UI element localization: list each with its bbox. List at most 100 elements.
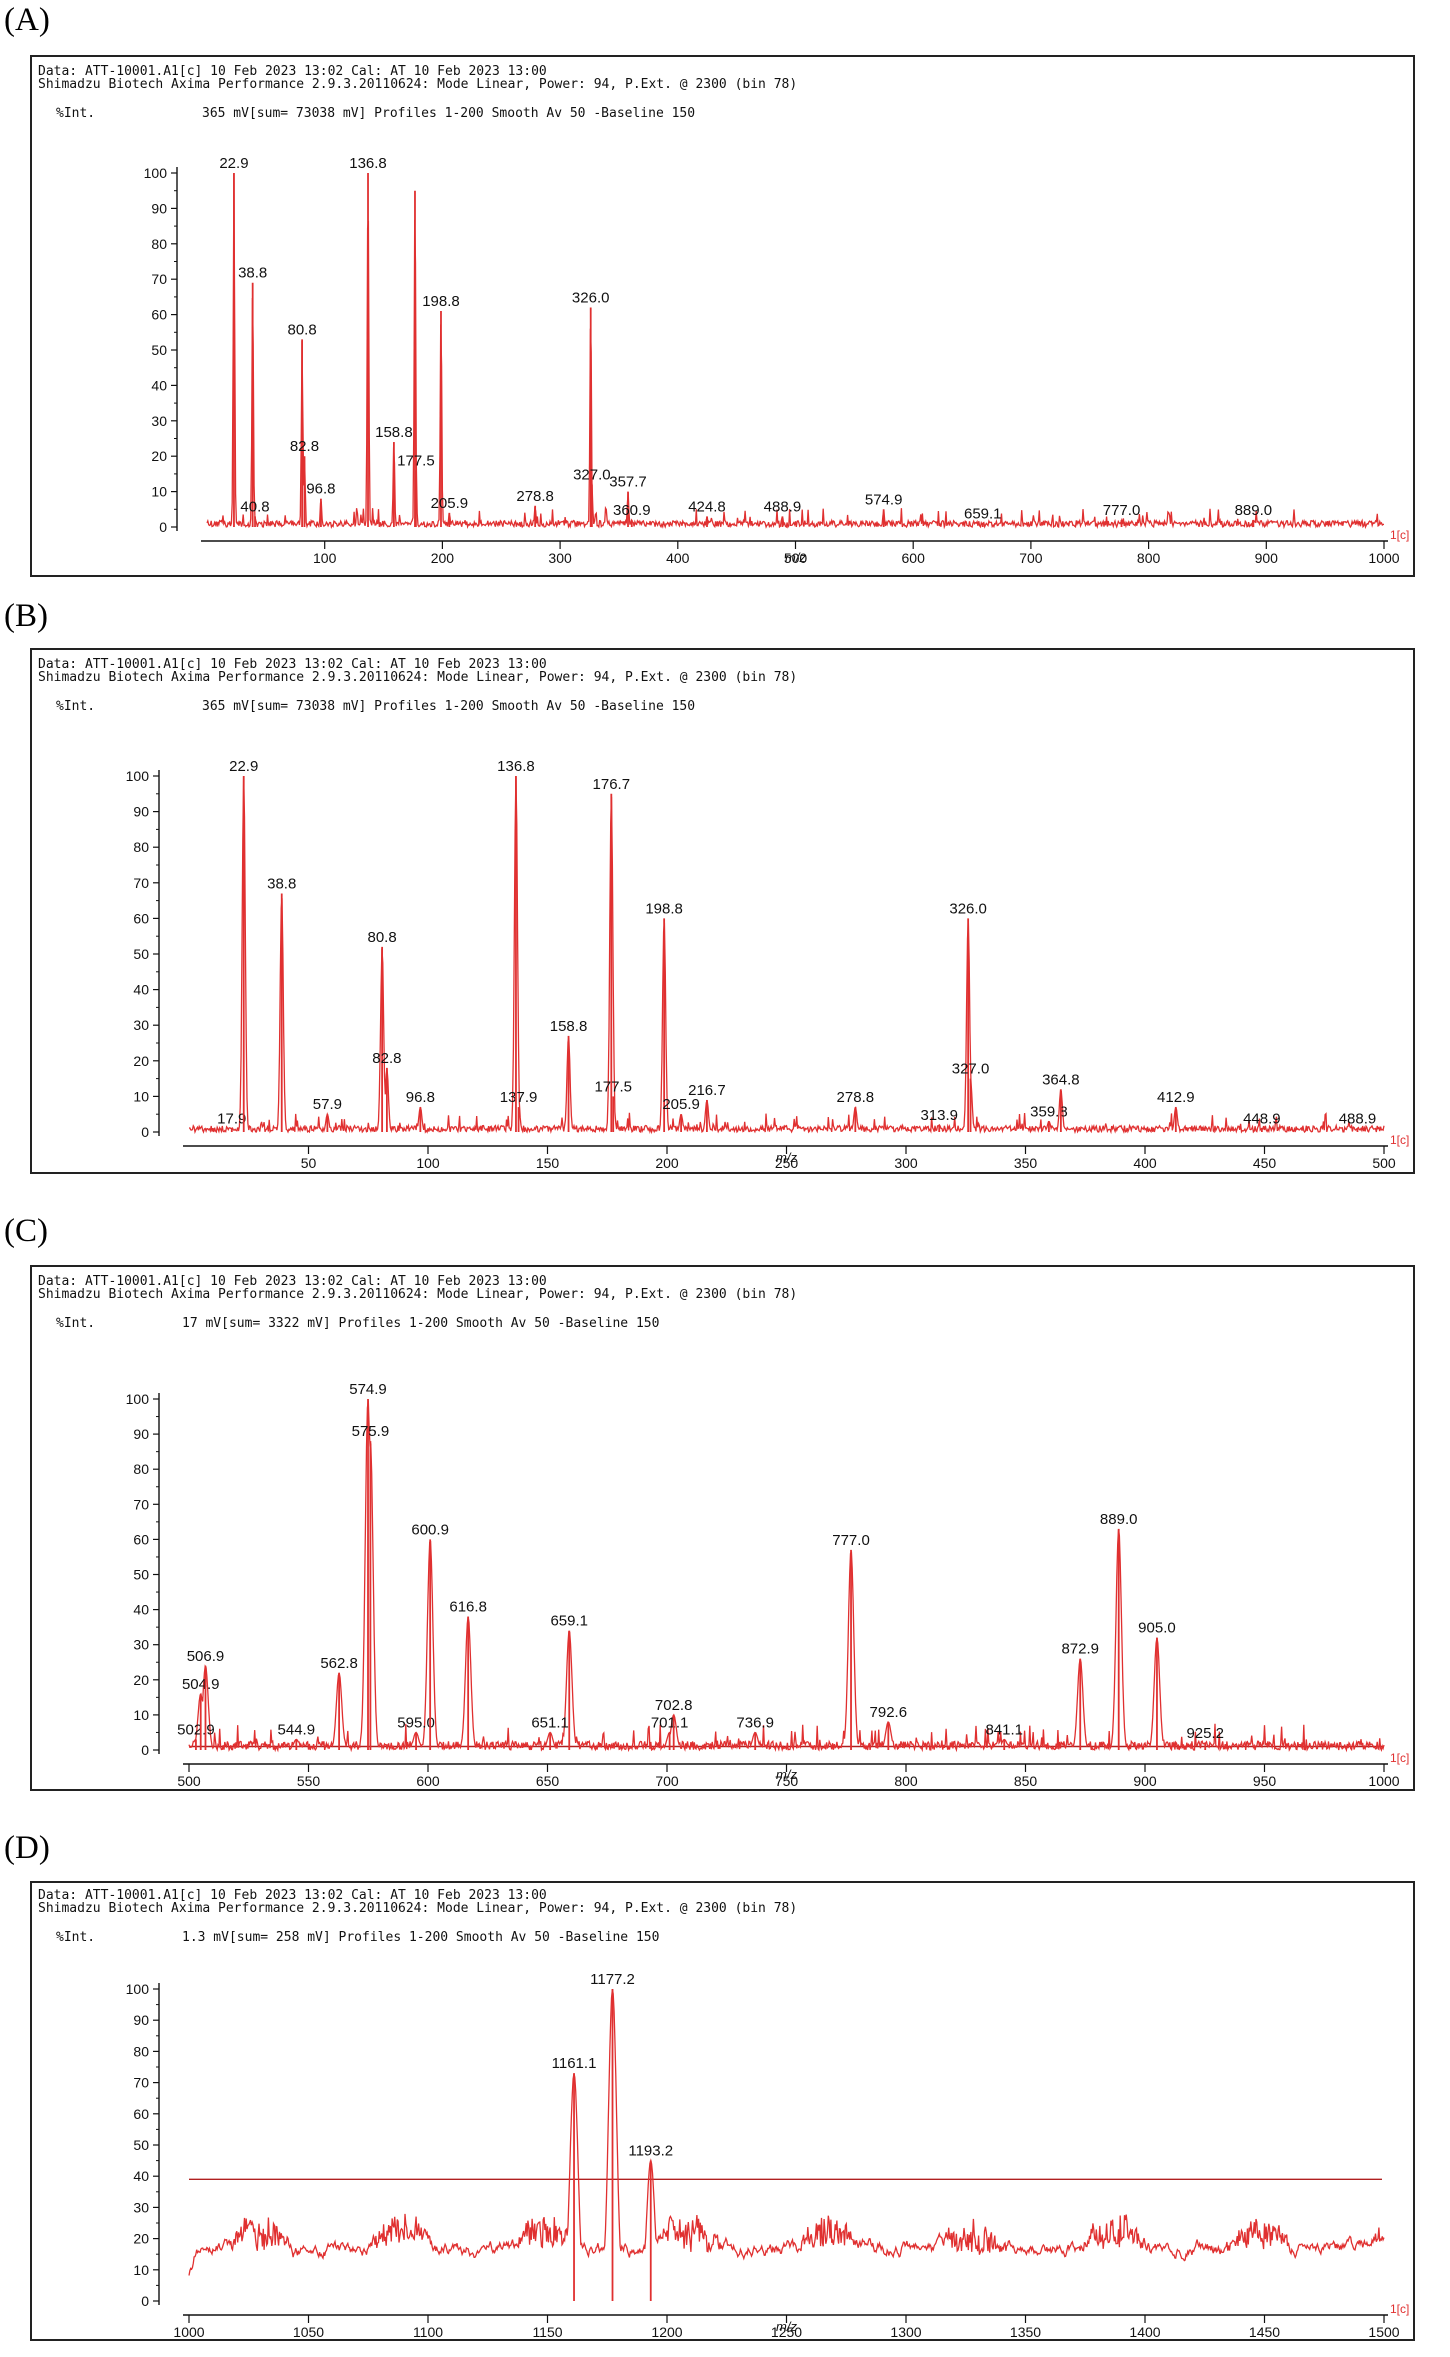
y-tick-label: 60 bbox=[133, 910, 149, 926]
x-tick-label: 950 bbox=[1253, 1773, 1277, 1789]
x-tick-label: 800 bbox=[1137, 550, 1161, 566]
peak-label: 872.9 bbox=[1061, 1641, 1099, 1658]
x-tick-label: 900 bbox=[1133, 1773, 1157, 1789]
spectrum-d: Data: ATT-10001.A1[c] 10 Feb 2023 13:02 … bbox=[38, 1888, 1409, 2339]
x-tick-label: 400 bbox=[1133, 1155, 1157, 1171]
header-info-line: 1.3 mV[sum= 258 mV] Profiles 1-200 Smoot… bbox=[182, 1930, 659, 1945]
y-tick-label: 100 bbox=[126, 1391, 150, 1407]
peak-label: 137.9 bbox=[500, 1089, 538, 1106]
peak-label: 96.8 bbox=[406, 1089, 435, 1106]
x-tick-label: 300 bbox=[548, 550, 572, 566]
y-tick-label: 80 bbox=[133, 2043, 149, 2059]
x-tick-label: 1000 bbox=[173, 2324, 204, 2339]
y-tick-label: 10 bbox=[133, 1707, 149, 1723]
peak-label: 326.0 bbox=[949, 900, 987, 917]
peak-label: 701.1 bbox=[651, 1714, 689, 1731]
x-tick-label: 700 bbox=[1019, 550, 1043, 566]
peak-label: 278.8 bbox=[837, 1089, 875, 1106]
spectrum-trace bbox=[188, 1989, 1385, 2276]
peak-label: 488.9 bbox=[764, 498, 802, 515]
x-tick-label: 1350 bbox=[1010, 2324, 1041, 2339]
x-tick-label: 500 bbox=[784, 550, 808, 566]
peak-label: 96.8 bbox=[306, 481, 335, 498]
header-info-line: 365 mV[sum= 73038 mV] Profiles 1-200 Smo… bbox=[202, 106, 695, 121]
x-tick-label: 150 bbox=[536, 1155, 560, 1171]
peak-label: 702.8 bbox=[655, 1697, 693, 1714]
peak-label: 40.8 bbox=[240, 498, 269, 515]
peak-label: 38.8 bbox=[267, 875, 296, 892]
x-tick-label: 300 bbox=[894, 1155, 918, 1171]
x-tick-label: 650 bbox=[536, 1773, 560, 1789]
peak-label: 327.0 bbox=[952, 1061, 990, 1078]
y-tick-label: 0 bbox=[141, 1742, 149, 1758]
x-tick-label: 550 bbox=[297, 1773, 321, 1789]
peak-label: 777.0 bbox=[832, 1532, 870, 1549]
peak-label: 158.8 bbox=[375, 424, 413, 441]
y-tick-label: 80 bbox=[133, 1461, 149, 1477]
y-tick-label: 90 bbox=[133, 1426, 149, 1442]
x-tick-label: 1500 bbox=[1368, 2324, 1399, 2339]
y-tick-label: 20 bbox=[151, 448, 167, 464]
x-axis-title: m/z bbox=[785, 550, 806, 565]
y-tick-label: 0 bbox=[141, 2293, 149, 2309]
x-tick-label: 1000 bbox=[1368, 1773, 1399, 1789]
peak-label: 205.9 bbox=[431, 495, 469, 512]
x-tick-label: 400 bbox=[666, 550, 690, 566]
y-tick-label: 100 bbox=[144, 165, 168, 181]
panel-c: Data: ATT-10001.A1[c] 10 Feb 2023 13:02 … bbox=[30, 1265, 1415, 1791]
spectrum-trace bbox=[188, 1400, 1385, 1753]
y-tick-label: 90 bbox=[133, 804, 149, 820]
peak-label: 136.8 bbox=[497, 758, 535, 775]
peak-label: 327.0 bbox=[573, 467, 611, 484]
y-tick-label: 70 bbox=[133, 875, 149, 891]
x-tick-label: 200 bbox=[431, 550, 455, 566]
peak-label: 198.8 bbox=[422, 293, 460, 310]
peak-label: 651.1 bbox=[531, 1714, 569, 1731]
y-tick-label: 80 bbox=[133, 839, 149, 855]
peak-label: 22.9 bbox=[229, 758, 258, 775]
panel-a: Data: ATT-10001.A1[c] 10 Feb 2023 13:02 … bbox=[30, 55, 1415, 577]
panel-b-label: (B) bbox=[4, 598, 48, 634]
peak-label: 595.0 bbox=[397, 1714, 435, 1731]
x-tick-label: 750 bbox=[775, 1773, 799, 1789]
peak-label: 574.9 bbox=[865, 491, 903, 508]
peak-label: 80.8 bbox=[288, 321, 317, 338]
y-tick-label: 0 bbox=[141, 1124, 149, 1140]
peak-label: 80.8 bbox=[368, 929, 397, 946]
y-tick-label: 10 bbox=[133, 1088, 149, 1104]
y-tick-label: 30 bbox=[151, 413, 167, 429]
peak-label: 177.5 bbox=[594, 1078, 632, 1095]
x-tick-label: 600 bbox=[416, 1773, 440, 1789]
peak-label: 360.9 bbox=[613, 502, 651, 519]
header-info-line: 365 mV[sum= 73038 mV] Profiles 1-200 Smo… bbox=[202, 699, 695, 714]
x-tick-label: 1050 bbox=[293, 2324, 324, 2339]
spectrum-b: Data: ATT-10001.A1[c] 10 Feb 2023 13:02 … bbox=[38, 657, 1409, 1171]
peak-label: 502.9 bbox=[177, 1721, 215, 1738]
peak-label: 424.8 bbox=[688, 498, 726, 515]
peak-label: 925.2 bbox=[1186, 1725, 1224, 1742]
peak-label: 575.9 bbox=[352, 1423, 390, 1440]
y-tick-label: 90 bbox=[133, 2012, 149, 2028]
peak-label: 574.9 bbox=[349, 1381, 387, 1398]
y-tick-label: 100 bbox=[126, 768, 150, 784]
trace-tag: 1[c] bbox=[1390, 1133, 1409, 1147]
peak-label: 136.8 bbox=[349, 155, 387, 172]
trace-tag: 1[c] bbox=[1390, 528, 1409, 542]
x-tick-label: 1450 bbox=[1249, 2324, 1280, 2339]
peak-label: 562.8 bbox=[320, 1655, 358, 1672]
peak-label: 278.8 bbox=[516, 488, 554, 505]
peak-label: 889.0 bbox=[1100, 1511, 1138, 1528]
y-axis-label: %Int. bbox=[56, 699, 95, 714]
x-tick-label: 1000 bbox=[1368, 550, 1399, 566]
y-tick-label: 70 bbox=[133, 2075, 149, 2091]
spectrum-trace bbox=[206, 173, 1384, 530]
x-tick-label: 1250 bbox=[771, 2324, 802, 2339]
x-tick-label: 450 bbox=[1253, 1155, 1277, 1171]
header-instrument-line: Shimadzu Biotech Axima Performance 2.9.3… bbox=[38, 77, 797, 92]
x-tick-label: 200 bbox=[655, 1155, 679, 1171]
peak-label: 57.9 bbox=[313, 1096, 342, 1113]
panel-a-label: (A) bbox=[4, 2, 50, 38]
peak-label: 1193.2 bbox=[628, 2143, 673, 2160]
y-tick-label: 30 bbox=[133, 1637, 149, 1653]
header-data-line: Data: ATT-10001.A1[c] 10 Feb 2023 13:02 … bbox=[38, 1888, 547, 1903]
